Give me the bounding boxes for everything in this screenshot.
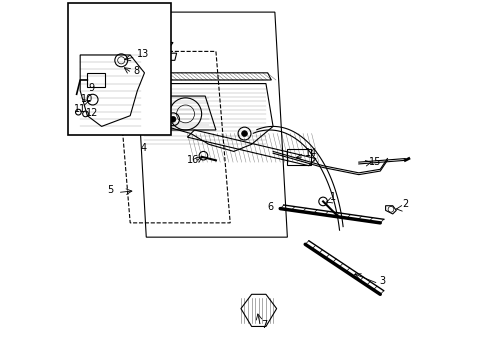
FancyBboxPatch shape: [67, 3, 171, 135]
Text: 4: 4: [141, 143, 147, 153]
Text: 10: 10: [81, 94, 93, 104]
Text: 15: 15: [368, 157, 381, 167]
Text: 13: 13: [136, 49, 148, 59]
Text: 8: 8: [133, 66, 139, 76]
Text: 12: 12: [85, 108, 98, 118]
Circle shape: [170, 116, 176, 122]
Text: 6: 6: [267, 202, 273, 212]
Circle shape: [241, 131, 247, 136]
Text: 3: 3: [379, 276, 385, 285]
Text: 7: 7: [261, 320, 267, 330]
Text: 11: 11: [74, 104, 86, 114]
Text: 2: 2: [402, 199, 408, 209]
Text: 16: 16: [187, 155, 199, 165]
Text: 9: 9: [88, 83, 94, 93]
Text: 14: 14: [305, 148, 317, 158]
Text: 1: 1: [329, 192, 336, 202]
Text: 5: 5: [107, 185, 113, 194]
